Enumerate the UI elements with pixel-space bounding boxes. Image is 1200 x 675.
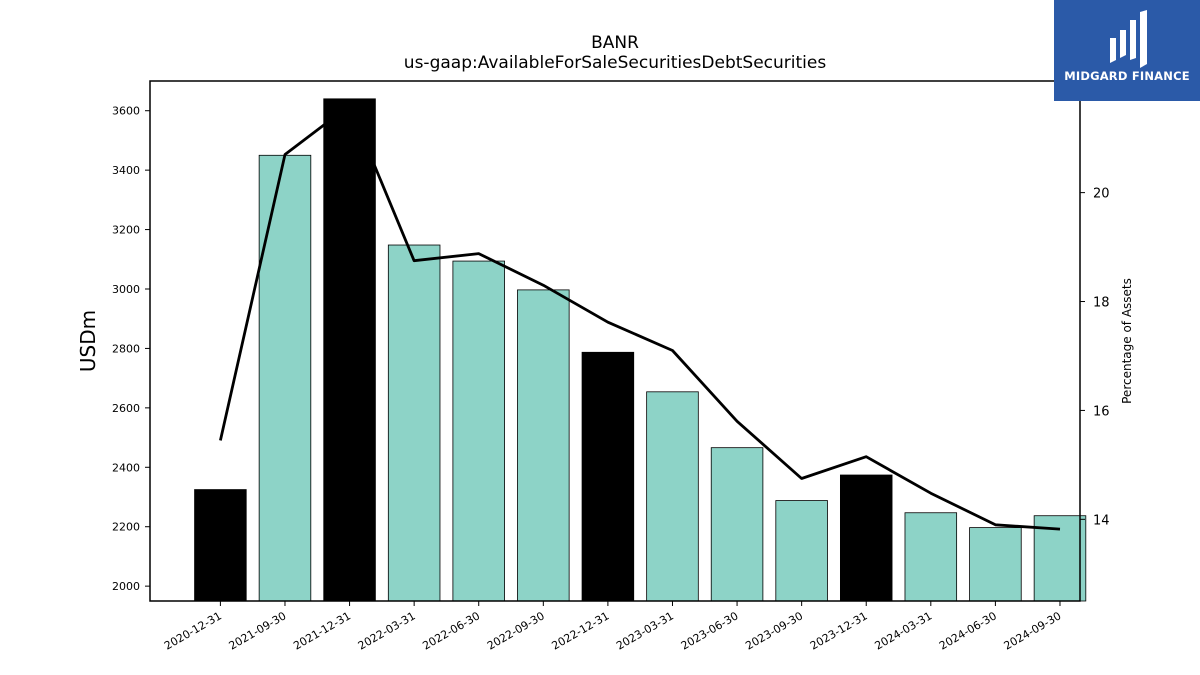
x-tick-label: 2023-09-30	[743, 609, 805, 652]
x-tick-label: 2021-09-30	[227, 609, 289, 652]
bar	[646, 391, 699, 602]
x-axis-ticks: 2020-12-31 2021-09-30 2021-12-31 2022-03-31…	[162, 601, 1063, 653]
y2-tick-label: 18	[1093, 296, 1110, 311]
y-tick-label: 2000	[112, 580, 140, 593]
y-tick-label: 3000	[112, 283, 140, 296]
x-tick-label: 2024-06-30	[937, 609, 999, 652]
midgard-finance-logo: MIDGARD FINANCE	[1054, 0, 1200, 101]
y2-tick-label: 14	[1093, 513, 1110, 528]
x-tick-label: 2021-12-31	[291, 609, 353, 652]
chart-title: BANR	[591, 33, 639, 53]
x-tick-label: 2022-09-30	[485, 609, 547, 652]
y-tick-label: 3200	[112, 224, 140, 237]
y-axis-label: USDm	[76, 310, 100, 372]
y2-axis-label: Percentage of Assets	[1120, 278, 1134, 404]
y-tick-label: 3400	[112, 164, 140, 177]
y2-tick-label: 16	[1093, 404, 1110, 419]
bar	[969, 527, 1022, 602]
logo-text: MIDGARD FINANCE	[1064, 69, 1190, 83]
y-tick-label: 2400	[112, 461, 140, 474]
left-axis-ticks: 2000 2200 2400 2600 2800 3000 3200 3400 3600	[112, 105, 150, 593]
x-tick-label: 2023-06-30	[679, 609, 741, 652]
plot-frame	[149, 80, 1081, 602]
x-tick-label: 2022-03-31	[356, 609, 418, 652]
chart-subtitle: us-gaap:AvailableForSaleSecuritiesDebtSe…	[404, 53, 827, 73]
y-tick-label: 2800	[112, 342, 140, 355]
y-tick-label: 2200	[112, 521, 140, 534]
x-tick-label: 2023-12-31	[808, 609, 870, 652]
y-tick-label: 3600	[112, 105, 140, 118]
bar	[581, 351, 635, 602]
line-group	[219, 104, 1061, 531]
bar	[775, 500, 828, 602]
y2-tick-label: 20	[1093, 187, 1110, 202]
x-tick-label: 2023-03-31	[614, 609, 676, 652]
bar	[452, 260, 505, 602]
bar	[517, 289, 570, 602]
bar	[258, 154, 312, 602]
bar	[194, 489, 247, 602]
right-axis-ticks: 14 16 18 20	[1080, 187, 1110, 528]
series-line	[219, 104, 1061, 531]
bar	[710, 447, 764, 602]
x-tick-label: 2022-06-30	[420, 609, 482, 652]
x-tick-label: 2024-03-31	[872, 609, 934, 652]
logo-mark-icon	[1110, 10, 1147, 68]
bar	[904, 512, 958, 602]
bar	[387, 244, 441, 602]
x-tick-label: 2020-12-31	[162, 609, 224, 652]
y-tick-label: 2600	[112, 402, 140, 415]
bar	[1033, 515, 1087, 602]
x-tick-label: 2024-09-30	[1002, 609, 1064, 652]
bars-group	[194, 98, 1087, 602]
bar	[323, 98, 376, 602]
x-tick-label: 2022-12-31	[550, 609, 612, 652]
bar	[839, 474, 893, 602]
